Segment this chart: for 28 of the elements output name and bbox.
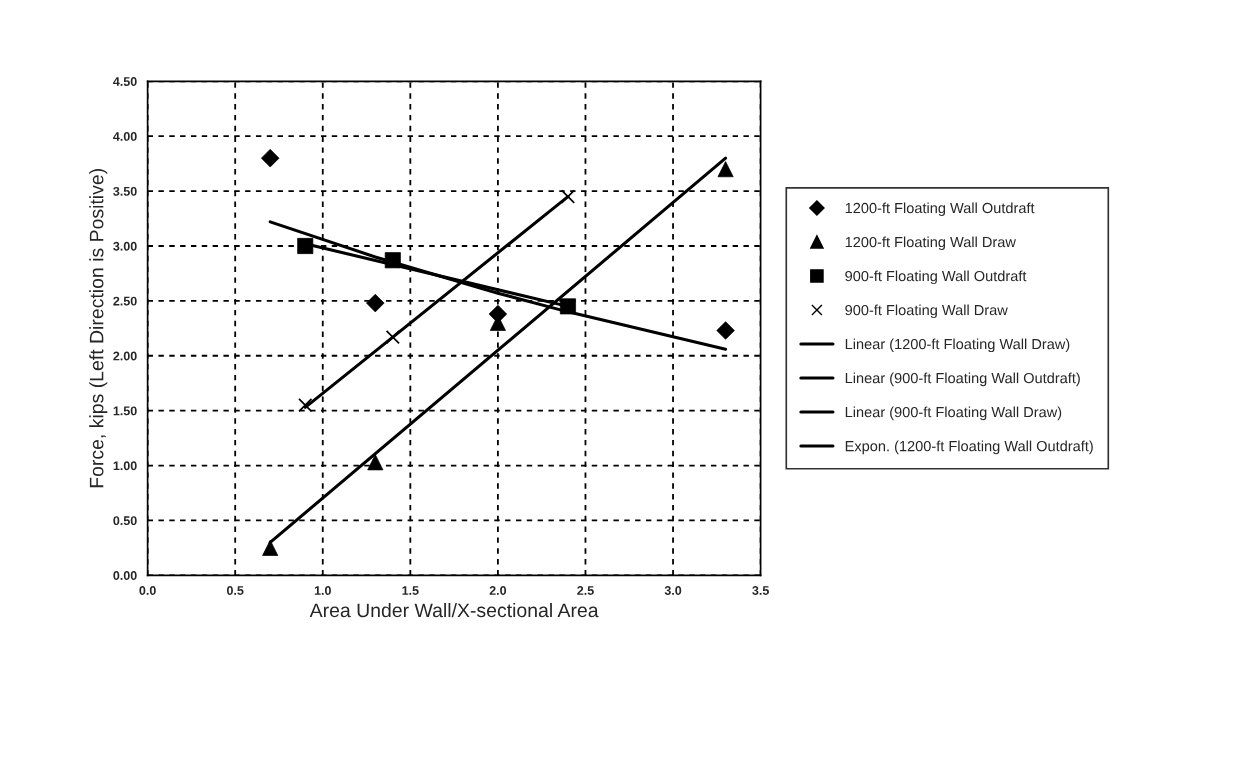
y-tick-label: 3.00 xyxy=(113,241,137,251)
x-tick-label: 2.5 xyxy=(577,586,594,595)
x-tick-label: 1.0 xyxy=(314,586,331,595)
legend-label: 1200-ft Floating Wall Draw xyxy=(845,236,1016,251)
legend-label: 1200-ft Floating Wall Outdraft xyxy=(845,202,1035,217)
y-tick-label: 2.50 xyxy=(113,296,137,306)
legend-label: Linear (1200-ft Floating Wall Draw) xyxy=(845,338,1070,353)
legend-label: Expon. (1200-ft Floating Wall Outdraft) xyxy=(845,440,1093,455)
y-tick-label: 1.50 xyxy=(113,406,137,416)
y-tick-label: 3.50 xyxy=(113,186,137,196)
y-tick-label: 0.50 xyxy=(113,516,137,526)
x-tick-label: 0.5 xyxy=(226,586,244,595)
x-tick-label: 1.5 xyxy=(402,586,419,595)
x-tick-label: 3.5 xyxy=(752,586,769,595)
x-tick-label: 2.0 xyxy=(489,586,507,595)
y-tick-label: 1.00 xyxy=(113,461,137,471)
y-tick-label: 0.00 xyxy=(113,571,137,580)
y-tick-label: 2.00 xyxy=(113,351,137,361)
legend-label: Linear (900-ft Floating Wall Draw) xyxy=(845,406,1062,421)
legend-label: Linear (900-ft Floating Wall Outdraft) xyxy=(845,372,1080,387)
y-tick-label: 4.00 xyxy=(113,132,137,141)
legend-label: 900-ft Floating Wall Outdraft xyxy=(845,270,1027,285)
x-tick-label: 3.0 xyxy=(664,586,682,595)
y-tick-label: 4.50 xyxy=(113,77,137,86)
legend-label: 900-ft Floating Wall Draw xyxy=(845,304,1008,319)
y-axis-title: Force, kips (Left Direction is Positive) xyxy=(89,169,108,488)
x-tick-label: 0.0 xyxy=(139,586,156,595)
x-axis-title: Area Under Wall/X-sectional Area xyxy=(309,602,599,618)
